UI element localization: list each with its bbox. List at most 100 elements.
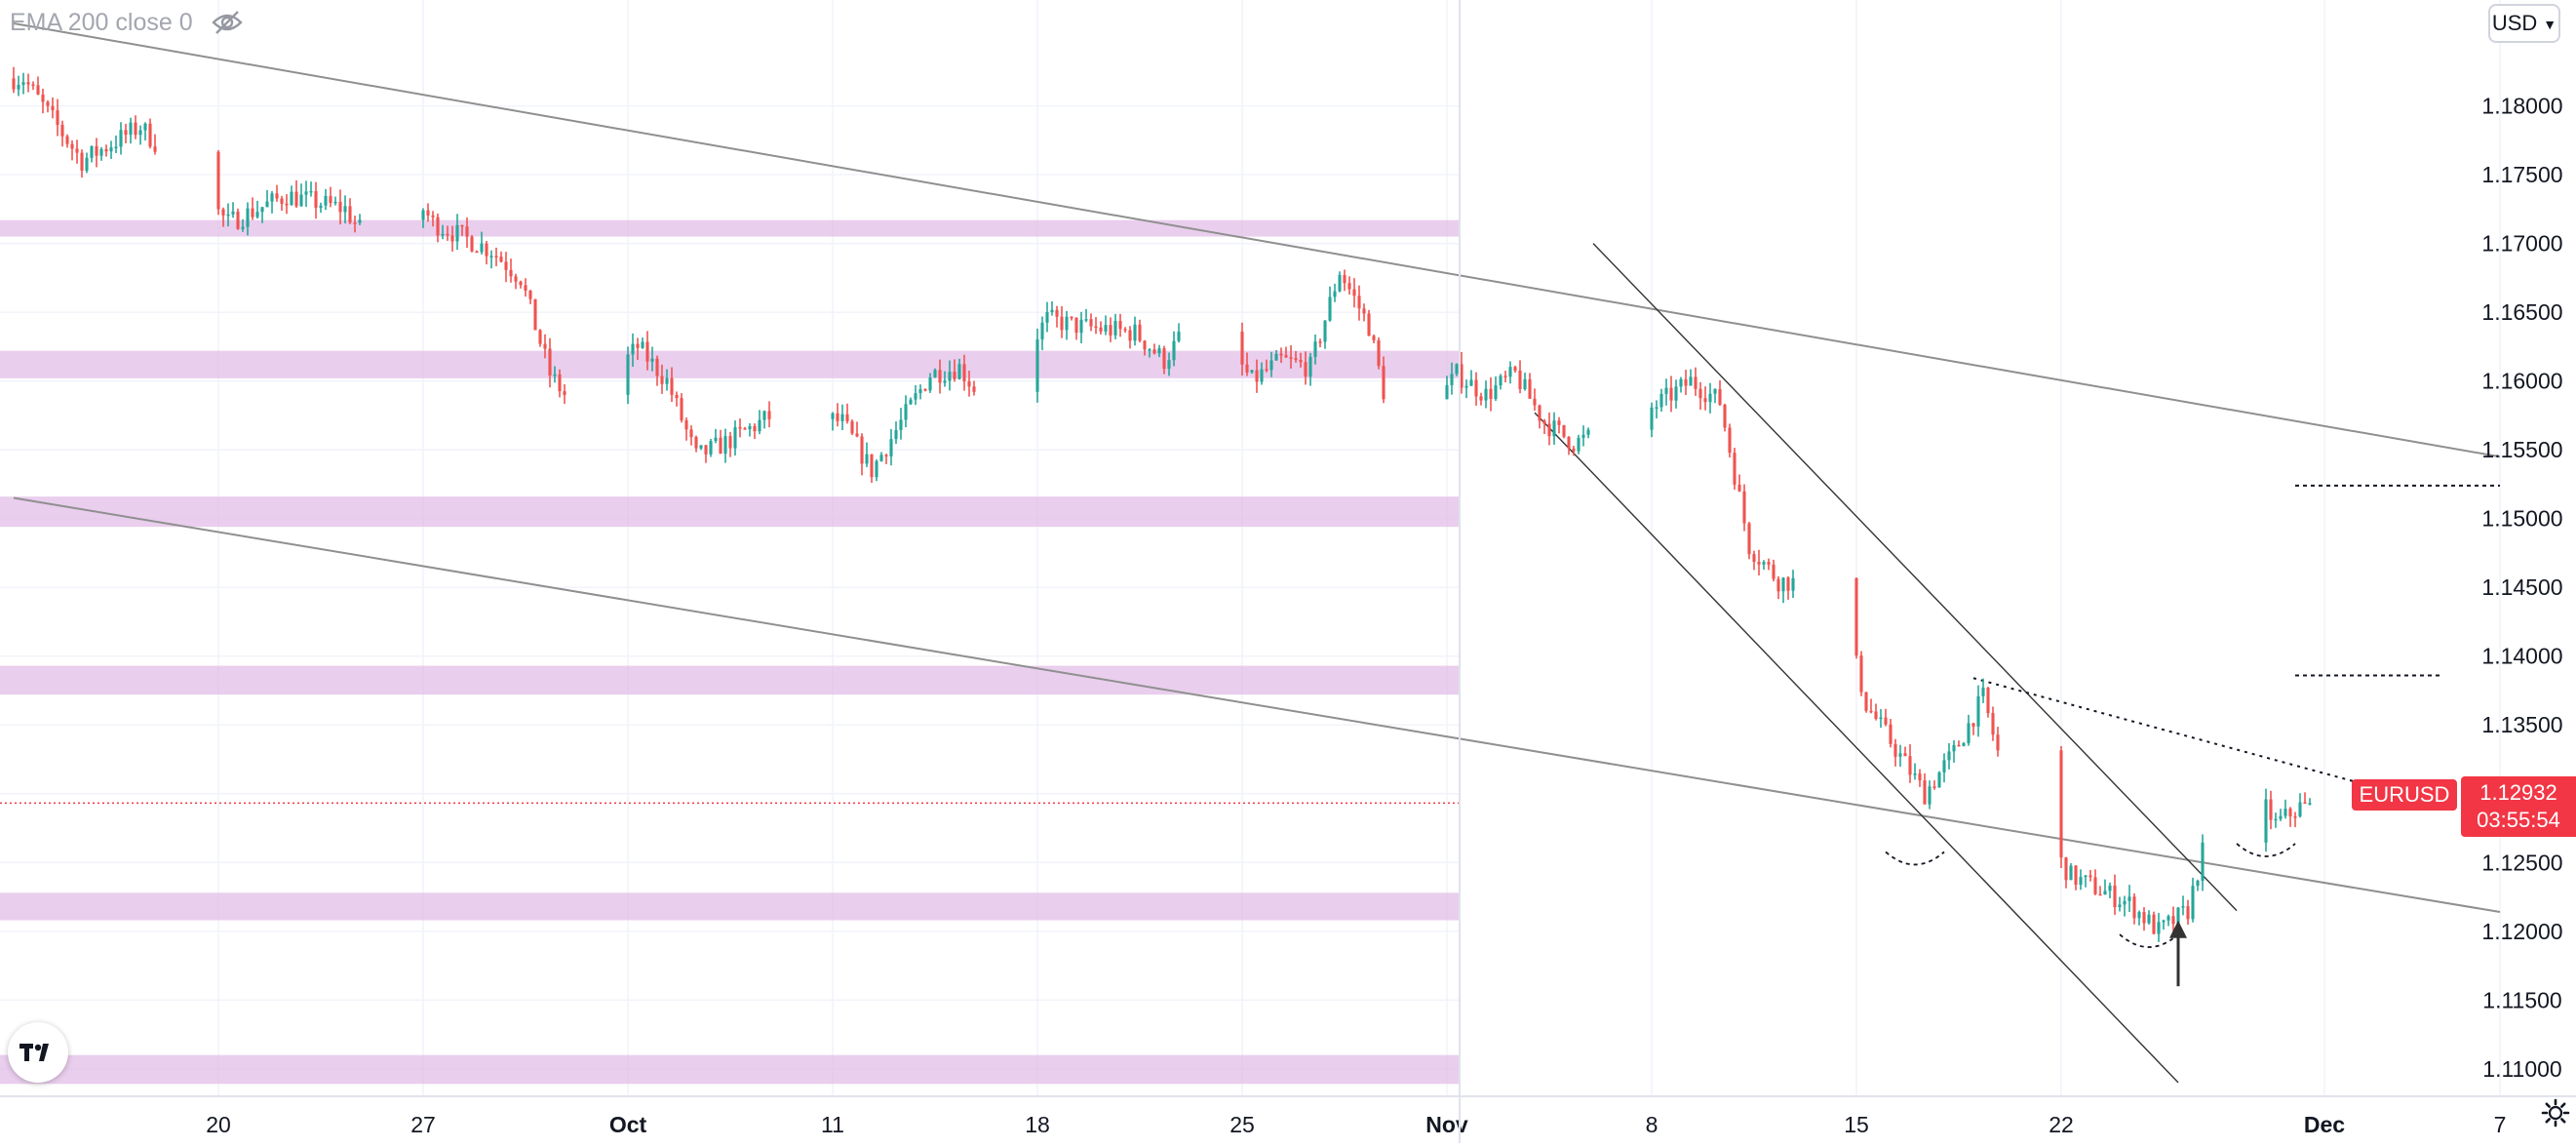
candle-body [748,425,752,430]
candle-body [1343,274,1347,284]
candle-body [2137,912,2141,919]
candle-body [641,341,644,348]
candle-body [538,330,542,344]
candle-body [1513,367,1517,371]
candle-body [1050,309,1054,312]
candle-body [665,377,669,384]
candle-body [241,226,245,229]
candle-body [358,219,362,223]
candle-body [1269,360,1273,371]
candle-body [943,380,947,383]
candle-body [494,256,498,257]
last-price-value: 1.12932 [2479,780,2557,805]
candle-body [1733,453,1737,485]
candle-body [2084,875,2088,878]
candle-body [967,380,971,387]
tradingview-logo-icon[interactable] [8,1022,68,1083]
candle-body [1304,362,1308,377]
candle-body [95,145,98,156]
candle-body [1138,324,1142,341]
candle-body [2186,906,2190,920]
candle-body [1991,713,1995,735]
candle-body [1469,379,1473,386]
candle-body [1533,398,1537,406]
candle-body [1479,396,1483,401]
candle-body [2171,916,2175,925]
candle-body [1937,772,1941,788]
x-tick-label: Oct [609,1112,647,1137]
candle-body [923,389,927,391]
y-tick-label: 1.16500 [2481,299,2562,325]
candle-body [1299,359,1303,363]
pattern-arc [2236,843,2296,857]
candle-body [1040,322,1044,340]
candle-body [1099,327,1103,332]
currency-button[interactable]: USD ▼ [2488,4,2560,43]
candle-body [1245,364,1249,373]
candle-body [1791,577,1795,591]
trendline-channel [13,496,2501,914]
indicator-legend[interactable]: EMA 200 close 0 [10,6,244,39]
candle-body [1055,309,1059,317]
candle-body [699,445,703,449]
candle-body [762,411,766,420]
x-tick-label: 18 [1025,1112,1050,1137]
candle-body [70,143,74,149]
eye-off-icon[interactable] [211,10,244,35]
x-tick-label: 11 [821,1112,844,1137]
candle-body [855,433,859,437]
candle-body [1474,379,1478,397]
candle-body [914,393,917,400]
candle-body [889,439,893,456]
x-tick-label: 27 [410,1112,436,1137]
candle-body [1723,404,1727,428]
candle-body [1518,370,1522,389]
candle-body [1689,376,1693,386]
candle-body [138,130,142,136]
candle-body [845,414,849,421]
candle-body [1352,289,1356,297]
candle-body [1284,355,1288,358]
candle-body [2108,885,2112,891]
candle-body [1328,297,1332,321]
candle-body [1338,274,1342,292]
candle-body [558,374,562,392]
candle-body [41,94,45,102]
candle-body [1971,723,1975,727]
candle-body [1713,388,1717,394]
candle-body [1523,378,1527,389]
candle-body [290,191,293,206]
candle-body [626,354,630,395]
candle-body [260,207,264,213]
candle-body [1864,692,1868,711]
candle-body [684,419,688,430]
y-tick-label: 1.14500 [2481,574,2562,600]
candle-body [933,370,937,377]
candle-body [957,364,961,379]
candle-body [1747,523,1751,555]
trendlines [0,21,2501,1084]
candle-body [733,426,737,449]
candle-body [655,358,659,376]
candle-body [650,358,654,362]
ema-legend-label[interactable]: EMA 200 close 0 [10,8,193,36]
candle-body [1694,376,1698,389]
candle-body [1664,387,1668,394]
candle-body [1318,341,1322,343]
candle-body [860,436,864,464]
candle-body [1260,369,1264,382]
candle-body [99,148,103,156]
candle-body [26,82,30,85]
candle-body [319,205,323,208]
candle-body [2064,857,2068,881]
y-tick-label: 1.14000 [2481,644,2562,669]
tradingview-logo-glyph [20,1044,49,1061]
candle-body [2166,916,2170,921]
candle-body [1908,756,1912,775]
candle-body [1947,751,1951,761]
y-tick-label: 1.11000 [2482,1056,2561,1082]
gear-icon[interactable] [2541,1098,2570,1128]
candle-body [450,235,454,242]
